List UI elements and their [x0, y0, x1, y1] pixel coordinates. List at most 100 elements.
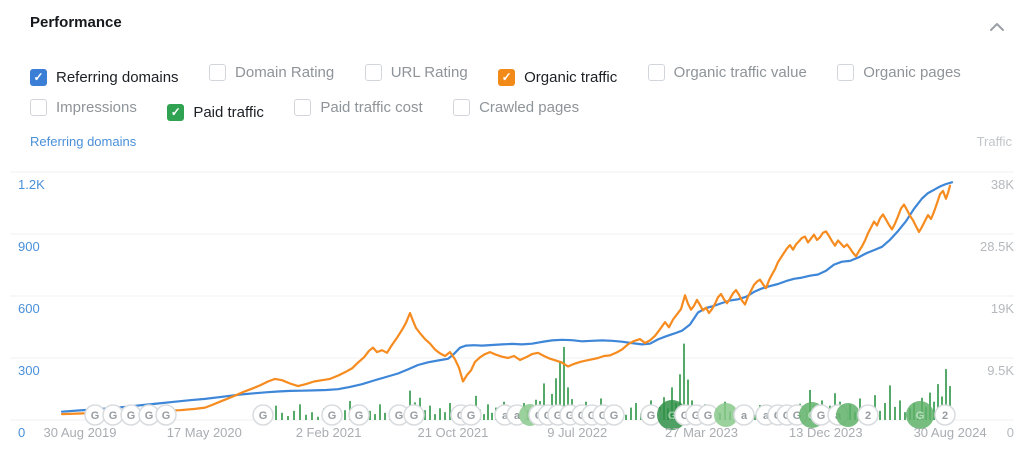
paid-traffic-bar[interactable]	[889, 385, 891, 420]
google-update-marker[interactable]	[321, 404, 343, 426]
google-update-marker[interactable]	[460, 404, 482, 426]
paid-traffic-bar[interactable]	[625, 414, 627, 420]
paid-traffic-bar[interactable]	[379, 404, 381, 420]
paid-traffic-bar[interactable]	[754, 414, 756, 420]
paid-traffic-bar[interactable]	[449, 403, 451, 420]
paid-traffic-bar[interactable]	[630, 407, 632, 420]
google-update-marker-label: G	[681, 410, 690, 422]
paid-traffic-bar[interactable]	[945, 369, 947, 420]
paid-traffic-bar[interactable]	[949, 386, 951, 420]
organic-traffic-line[interactable]	[60, 184, 952, 416]
metric-domain-rating[interactable]: Domain Rating	[209, 64, 334, 81]
performance-chart[interactable]: GGGGGGGGGGGGaaGGGGGGGGGGGGGaaGGGGGa2G21.…	[0, 130, 1024, 460]
google-update-marker[interactable]	[836, 403, 860, 427]
metric-organic-traffic-value[interactable]: Organic traffic value	[647, 64, 807, 81]
paid-traffic-bar[interactable]	[317, 416, 319, 420]
paid-traffic-bar[interactable]	[635, 403, 637, 420]
right-axis-tick: 38K	[991, 177, 1014, 192]
google-update-marker[interactable]	[603, 404, 625, 426]
google-update-marker[interactable]	[714, 403, 738, 427]
google-update-marker-label: G	[355, 410, 364, 422]
google-update-marker[interactable]	[733, 404, 755, 426]
paid-traffic-bar[interactable]	[683, 343, 685, 420]
paid-traffic-bar[interactable]	[429, 405, 431, 420]
checkbox-referring-domains[interactable]: ✓	[30, 68, 47, 86]
google-update-marker-label: G	[647, 410, 656, 422]
paid-traffic-bar[interactable]	[483, 414, 485, 420]
metric-organic-traffic[interactable]: ✓ Organic traffic	[498, 68, 618, 86]
paid-traffic-bar[interactable]	[563, 346, 565, 420]
metric-url-rating[interactable]: URL Rating	[364, 64, 468, 81]
google-update-marker-label: G	[588, 410, 597, 422]
paid-traffic-bar[interactable]	[567, 387, 569, 420]
google-update-marker-label: G	[91, 410, 100, 422]
paid-traffic-bar[interactable]	[299, 404, 301, 420]
left-axis-tick: 0	[18, 425, 25, 440]
chart-canvas[interactable]: GGGGGGGGGGGGaaGGGGGGGGGGGGGaaGGGGGa2G21.…	[0, 130, 1024, 460]
google-update-marker-label: G	[109, 410, 118, 422]
paid-traffic-bar[interactable]	[444, 412, 446, 420]
paid-traffic-bar[interactable]	[275, 405, 277, 420]
checkbox-organic-pages[interactable]	[837, 64, 855, 81]
checkbox-impressions[interactable]	[30, 99, 47, 116]
checkbox-domain-rating[interactable]	[209, 64, 227, 81]
paid-traffic-bar[interactable]	[687, 379, 689, 420]
metric-paid-traffic-cost[interactable]: Paid traffic cost	[294, 99, 423, 116]
left-axis-tick: 900	[18, 239, 40, 254]
paid-traffic-bar[interactable]	[311, 412, 313, 420]
paid-traffic-bar[interactable]	[543, 383, 545, 420]
google-update-marker[interactable]	[934, 404, 956, 426]
google-update-marker-label: G	[162, 410, 171, 422]
paid-traffic-bar[interactable]	[374, 414, 376, 420]
google-update-marker[interactable]	[403, 404, 425, 426]
google-update-marker[interactable]	[348, 404, 370, 426]
metric-impressions[interactable]: Impressions	[30, 99, 137, 116]
metric-label: Organic traffic value	[673, 64, 807, 81]
google-update-marker-label: G	[127, 410, 136, 422]
x-axis-tick: 9 Jul 2022	[547, 425, 607, 440]
paid-traffic-bar[interactable]	[344, 410, 346, 420]
metric-crawled-pages[interactable]: Crawled pages	[453, 99, 579, 116]
paid-traffic-bar[interactable]	[679, 374, 681, 420]
paid-traffic-bar[interactable]	[937, 384, 939, 420]
paid-traffic-bar[interactable]	[491, 412, 493, 420]
metric-paid-traffic[interactable]: ✓ Paid traffic	[167, 103, 264, 121]
checkbox-paid-traffic[interactable]: ✓	[167, 103, 185, 121]
checkbox-organic-traffic[interactable]: ✓	[498, 68, 516, 86]
google-update-marker[interactable]	[155, 404, 177, 426]
paid-traffic-bar[interactable]	[439, 408, 441, 420]
referring-domains-line[interactable]	[60, 181, 954, 413]
paid-traffic-bar[interactable]	[287, 416, 289, 420]
paid-traffic-bar[interactable]	[281, 412, 283, 420]
left-axis-tick: 300	[18, 363, 40, 378]
paid-traffic-bar[interactable]	[424, 410, 426, 420]
paid-traffic-bar[interactable]	[487, 404, 489, 420]
google-update-marker[interactable]	[252, 404, 274, 426]
paid-traffic-bar[interactable]	[879, 410, 881, 420]
paid-traffic-bar[interactable]	[305, 414, 307, 420]
google-update-marker[interactable]	[857, 404, 879, 426]
paid-traffic-bar[interactable]	[293, 410, 295, 420]
paid-traffic-bar[interactable]	[369, 410, 371, 420]
metric-organic-pages[interactable]: Organic pages	[837, 64, 961, 81]
paid-traffic-bar[interactable]	[899, 400, 901, 420]
metric-label: Organic traffic	[524, 68, 618, 86]
paid-traffic-bar[interactable]	[434, 414, 436, 420]
checkbox-crawled-pages[interactable]	[453, 99, 471, 116]
paid-traffic-bar[interactable]	[555, 378, 557, 420]
paid-traffic-bar[interactable]	[384, 412, 386, 420]
collapse-button[interactable]	[988, 20, 1006, 34]
checkbox-organic-traffic-value[interactable]	[647, 64, 665, 81]
paid-traffic-bar[interactable]	[884, 403, 886, 420]
paid-traffic-bar[interactable]	[894, 406, 896, 420]
checkbox-url-rating[interactable]	[364, 64, 382, 81]
metric-label: Paid traffic	[193, 103, 264, 121]
checkbox-paid-traffic-cost[interactable]	[294, 99, 312, 116]
metric-referring-domains[interactable]: ✓ Referring domains	[30, 68, 179, 86]
paid-traffic-bar[interactable]	[559, 361, 561, 420]
paid-traffic-bar[interactable]	[904, 412, 906, 420]
google-update-marker-label: 2	[942, 410, 948, 422]
metric-label: Domain Rating	[235, 64, 335, 81]
paid-traffic-bar[interactable]	[933, 401, 935, 420]
google-update-marker[interactable]	[906, 401, 934, 429]
